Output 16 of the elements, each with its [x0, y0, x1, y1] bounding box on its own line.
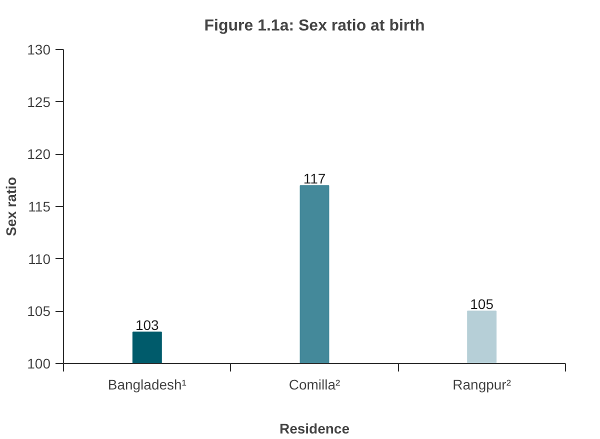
data-label: 103 [135, 317, 160, 334]
y-axis-title: Sex ratio [3, 176, 20, 236]
y-tick-label: 115 [28, 198, 51, 214]
x-tick-label: Rangpur² [452, 376, 512, 392]
x-tick-label: Bangladesh¹ [108, 376, 187, 392]
y-tick-label: 110 [28, 250, 51, 267]
y-tick-label: 100 [27, 356, 51, 372]
x-axis-title: Residence [279, 420, 350, 436]
x-tick-label: Comilla² [288, 376, 341, 392]
y-tick-label: 105 [27, 303, 51, 320]
y-tick-label: 130 [27, 42, 51, 58]
chart-title: Figure 1.1a: Sex ratio at birth [204, 18, 425, 34]
y-tick-label: 120 [27, 146, 51, 162]
y-tick-label: 125 [27, 94, 51, 110]
data-label: 117 [303, 170, 326, 187]
data-label: 105 [470, 296, 494, 312]
